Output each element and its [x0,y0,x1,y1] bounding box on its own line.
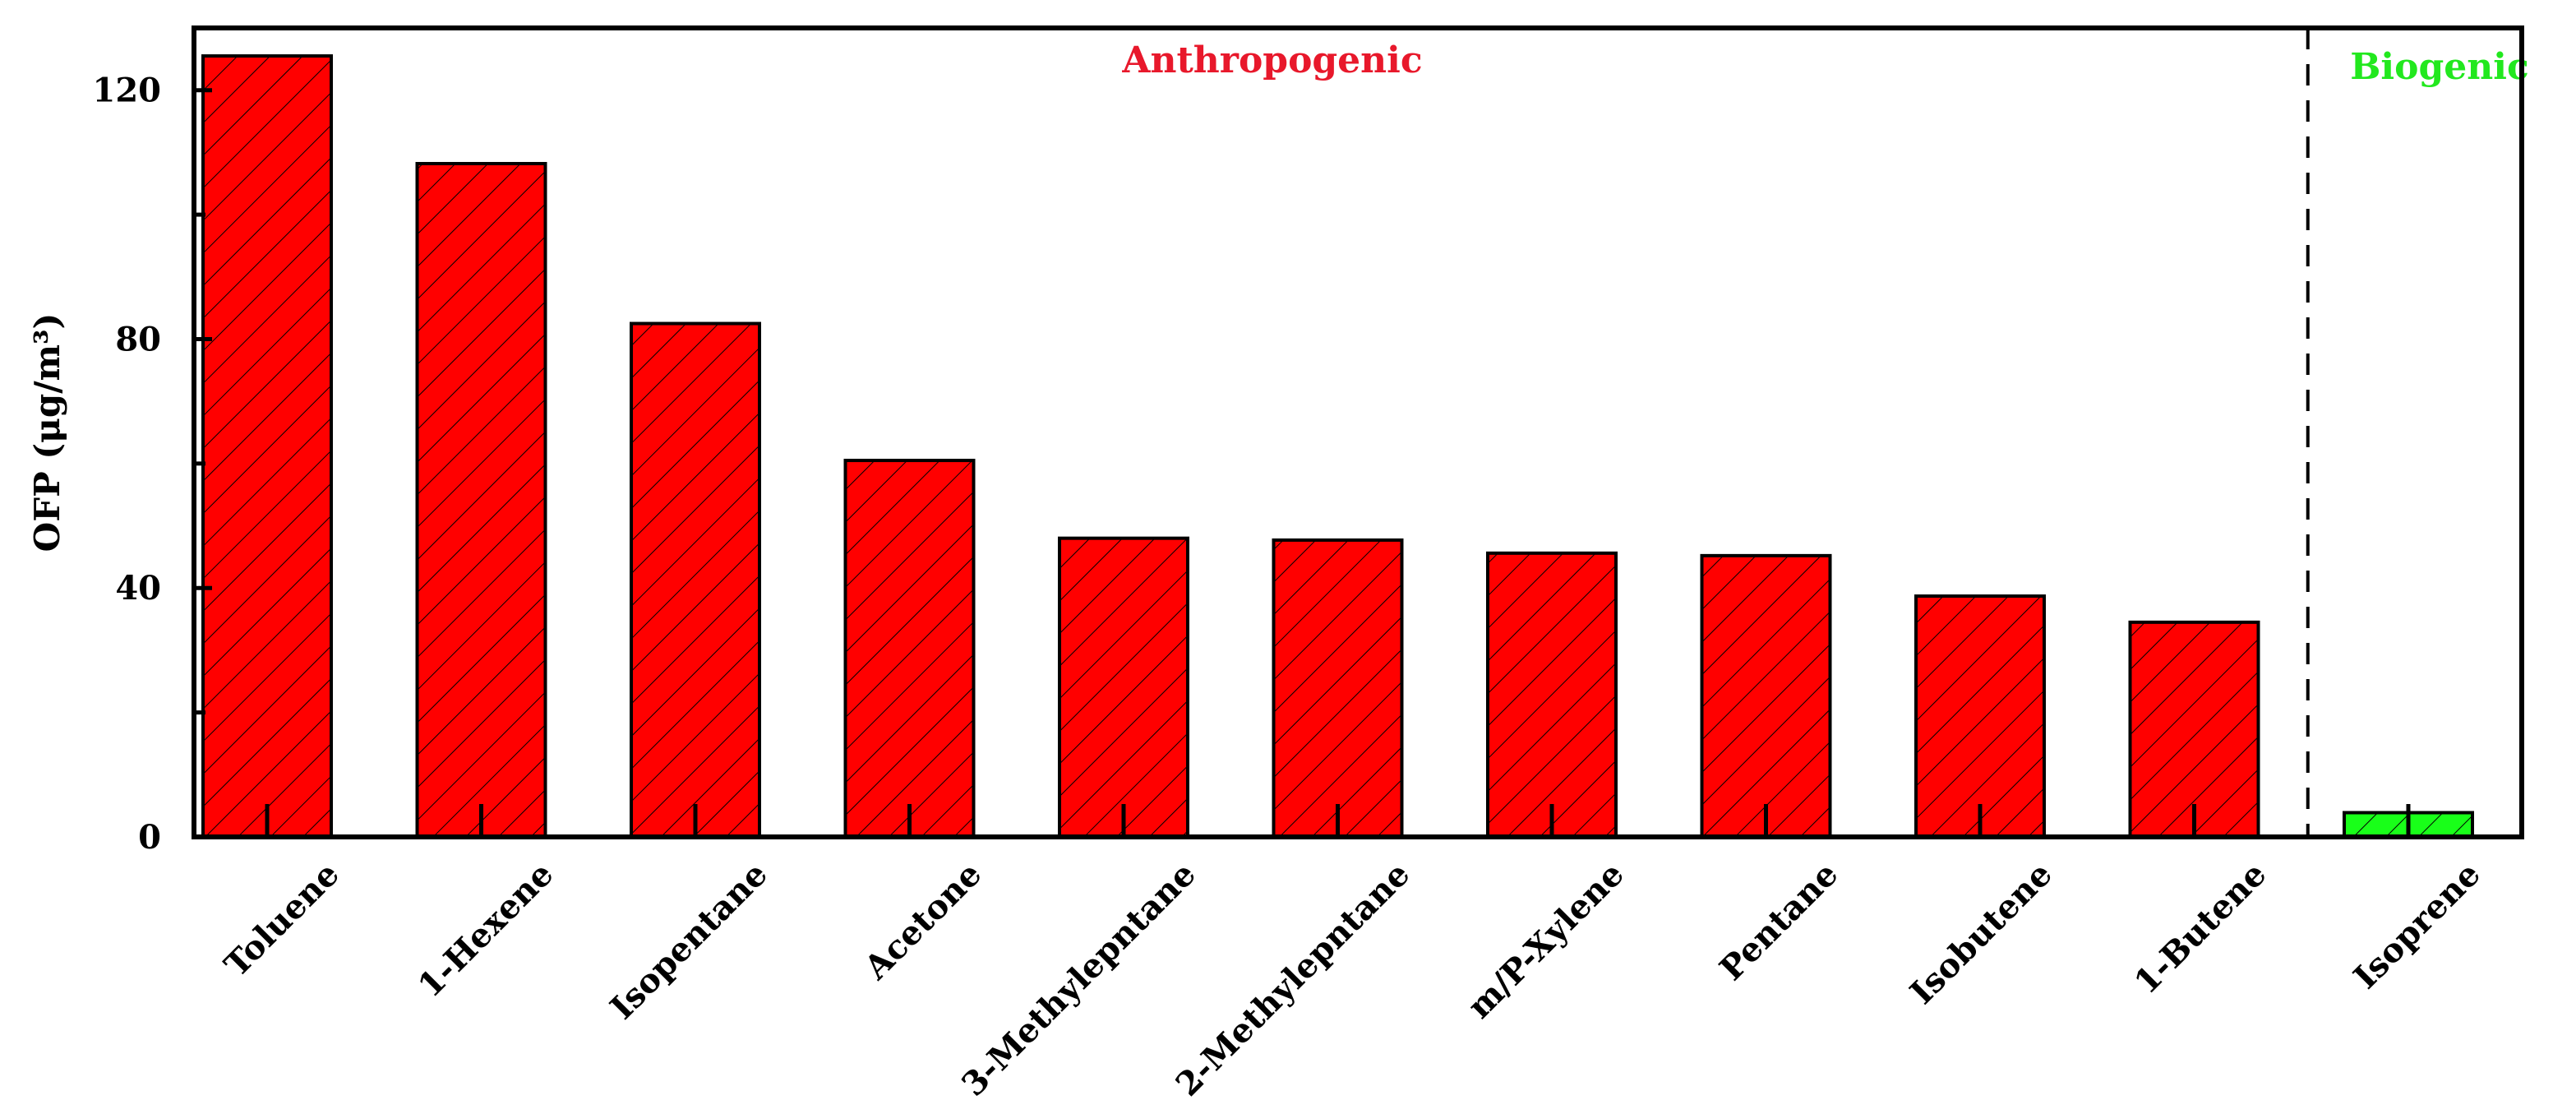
bar-hatch [1273,539,1402,837]
x-tick-label: Pentane [1712,855,1845,988]
bar-hatch [417,164,546,838]
x-tick-label: Isopentane [602,855,775,1028]
bar-hatch [2130,622,2259,837]
x-tick-label: Isobutene [1903,855,2060,1012]
x-tick-label: Toluene [217,855,347,985]
y-axis-label: OFP (μg/m³) [27,313,67,552]
x-axis: Toluene 1-Hexene Isopentane Acetone3-Methyl… [217,855,2488,1100]
bar-hatch [845,460,974,837]
x-tick-label: Acetone [856,855,990,988]
bar-hatch [203,56,331,838]
x-tick-label: Isoprene [2346,855,2487,996]
bar-hatch [631,323,759,837]
x-tick-label: 2-Methylepntane [1168,855,1417,1100]
group-label-anthropogenic: Anthropogenic [1121,39,1422,81]
y-axis: 0 40 80 120 [93,72,212,857]
x-tick-label: 1-Hexene [411,855,561,1005]
y-tick-label: 40 [115,569,161,608]
group-label-biogenic: Biogenic [2350,46,2529,88]
y-tick-label: 0 [138,818,161,857]
bar-hatch [1916,596,2044,837]
bars-group [201,54,2474,839]
bar-hatch [1701,555,1830,837]
plot-frame [192,25,2524,839]
y-tick-label: 120 [93,72,162,110]
x-tick-label: 1-Butene [2127,855,2274,1002]
y-tick-label: 80 [115,320,161,358]
x-tick-label: m/P-Xylene [1460,855,1632,1027]
x-tick-label: 3-Methylepntane [954,855,1203,1100]
group-labels: Anthropogenic Biogenic [1121,39,2528,88]
bar-hatch [1488,552,1616,837]
bar-hatch [1059,538,1188,837]
